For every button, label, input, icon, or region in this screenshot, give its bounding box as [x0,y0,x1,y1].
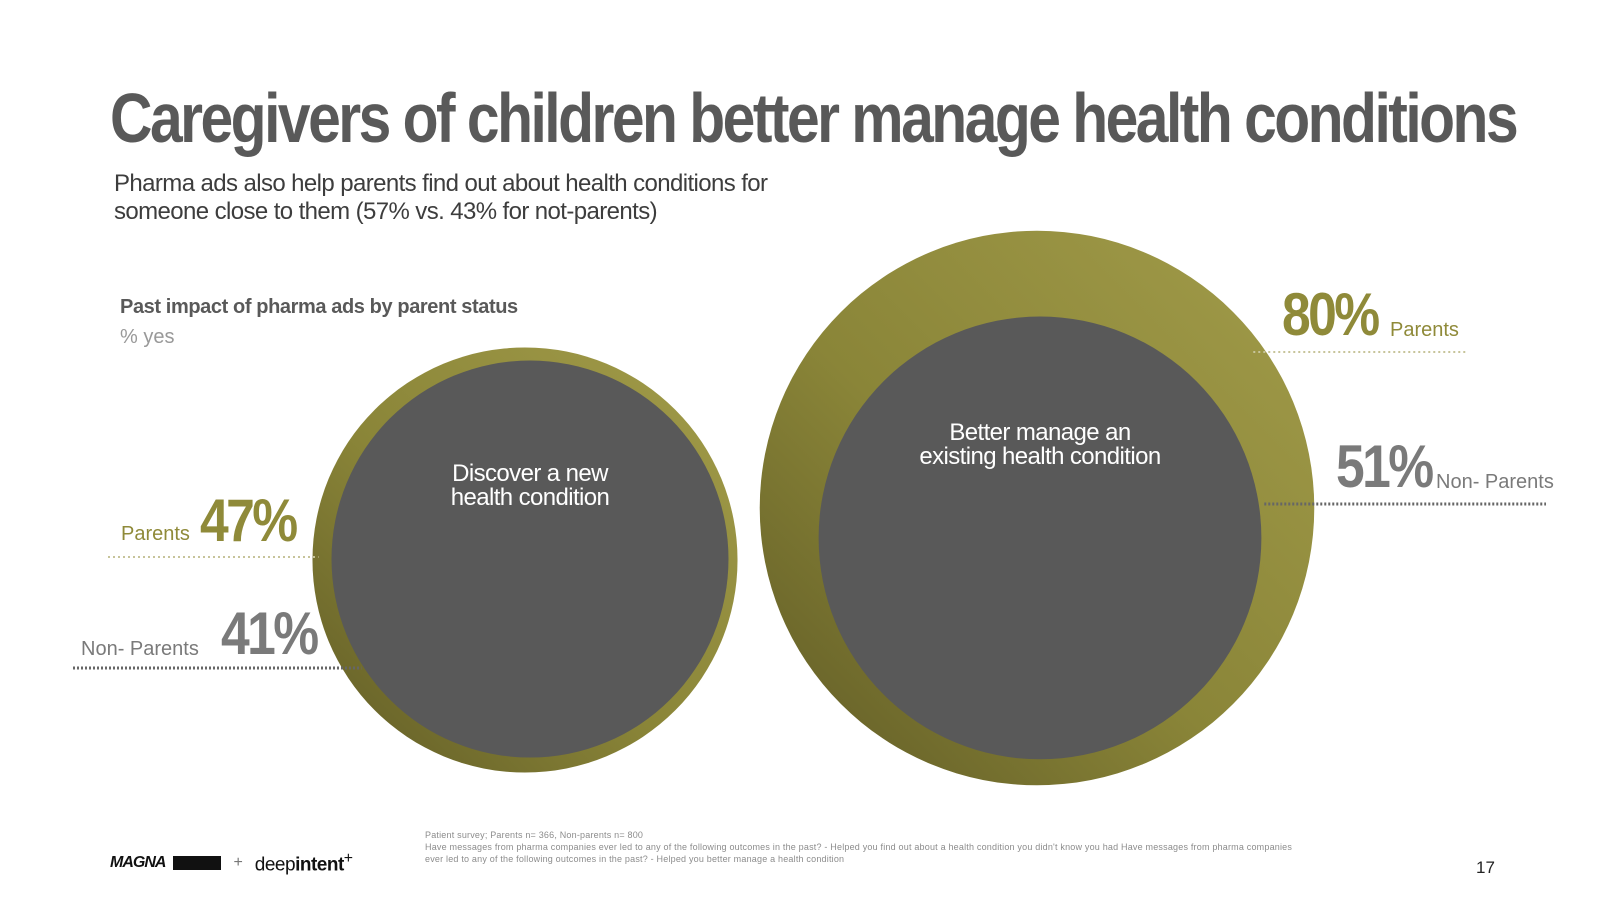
page-subtitle: Pharma ads also help parents find out ab… [114,170,768,225]
category-label-line: existing health condition [919,443,1160,470]
magna-logo: MAGNA [110,854,166,871]
parents-series-label-1: Parents [121,523,190,545]
deepintent-logo-mark: + [343,849,353,867]
logo-block-icon [173,856,222,870]
logo-plus: + [233,854,243,871]
parents-value-label-1: 47% [200,486,297,554]
parents-series-label-2: Parents [1390,319,1459,341]
page-number: 17 [1476,858,1495,877]
chart-unit-label: % yes [120,326,175,348]
category-label-line: Discover a new [452,460,609,487]
non-parents-bubble-2 [818,316,1262,760]
non-parents-value-label-2: 51% [1336,432,1433,500]
category-label-line: Better manage an [949,419,1130,446]
deepintent-logo-bold: intent [295,854,344,876]
footer-logos: MAGNA + deepintent+ [110,850,353,876]
non-parents-series-label-1: Non- Parents [81,638,199,660]
non-parents-value-label-1: 41% [221,599,318,667]
deepintent-logo: deepintent+ [255,850,353,876]
category-label-1: Discover a new health condition [451,460,610,511]
non-parents-bubble-1 [331,360,729,758]
page-title: Caregivers of children better manage hea… [110,79,1519,157]
source-note: Patient survey; Parents n= 366, Non-pare… [425,829,1305,865]
chart-title: Past impact of pharma ads by parent stat… [120,296,518,318]
category-label-line: health condition [451,484,610,511]
deepintent-logo-light: deep [254,854,296,876]
non-parents-series-label-2: Non- Parents [1436,471,1554,493]
category-label-2: Better manage an existing health conditio… [919,419,1160,470]
parents-value-label-2: 80% [1282,280,1379,348]
source-line-2: Have messages from pharma companies ever… [425,842,1293,864]
source-line-1: Patient survey; Parents n= 366, Non-pare… [425,830,644,840]
